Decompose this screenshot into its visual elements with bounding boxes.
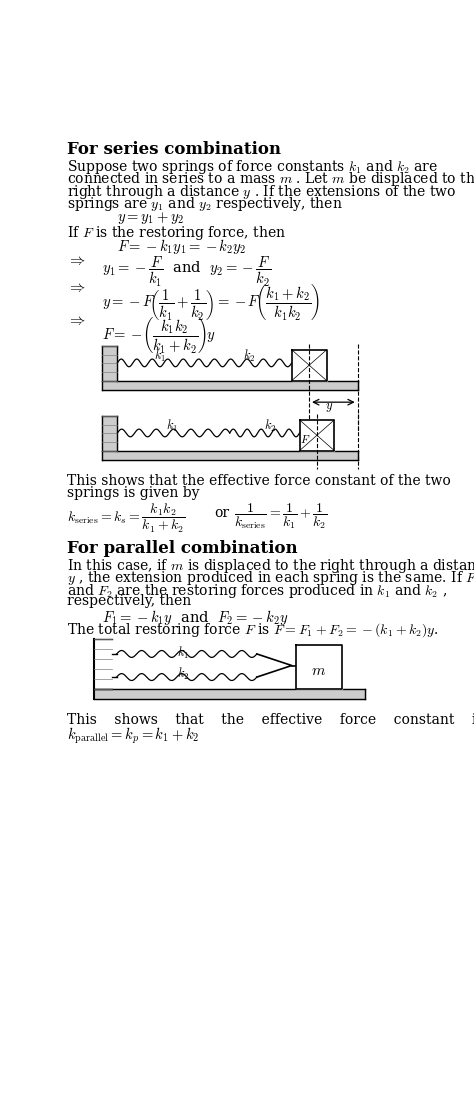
- Text: This shows that the effective force constant of the two: This shows that the effective force cons…: [67, 474, 451, 488]
- Text: For parallel combination: For parallel combination: [67, 540, 298, 557]
- Text: $\Rightarrow$: $\Rightarrow$: [67, 314, 86, 328]
- Text: $y$: $y$: [326, 401, 334, 415]
- Text: $k_2$: $k_2$: [243, 348, 255, 365]
- Text: $F = -k_1y_1 = -k_2y_2$: $F = -k_1y_1 = -k_2y_2$: [118, 237, 247, 256]
- Text: This    shows    that    the    effective    force    constant    is: This shows that the effective force cons…: [67, 713, 474, 727]
- Polygon shape: [102, 380, 357, 390]
- Text: $y_1 = -\dfrac{F}{k_1}$  and  $y_2 = -\dfrac{F}{k_2}$: $y_1 = -\dfrac{F}{k_1}$ and $y_2 = -\dfr…: [102, 255, 271, 289]
- Text: $F = -\!\left(\dfrac{k_1 k_2}{k_1+k_2}\right)\!y$: $F = -\!\left(\dfrac{k_1 k_2}{k_1+k_2}\r…: [102, 315, 215, 355]
- Polygon shape: [102, 450, 357, 460]
- Text: right through a distance $y$ . If the extensions of the two: right through a distance $y$ . If the ex…: [67, 182, 456, 201]
- Text: For series combination: For series combination: [67, 141, 281, 158]
- Text: $F$: $F$: [300, 433, 310, 445]
- Text: $k_{\mathrm{parallel}} = k_p = k_1 + k_2$: $k_{\mathrm{parallel}} = k_p = k_1 + k_2…: [67, 725, 199, 746]
- Text: Suppose two springs of force constants $k_1$ and $k_2$ are: Suppose two springs of force constants $…: [67, 158, 438, 176]
- Text: $m$: $m$: [311, 664, 327, 677]
- Text: or: or: [214, 506, 229, 520]
- Text: $k_2$: $k_2$: [264, 418, 276, 435]
- Polygon shape: [296, 645, 342, 688]
- Polygon shape: [292, 350, 327, 380]
- Text: $y$ , the extension produced in each spring is the same. If $F_1$: $y$ , the extension produced in each spr…: [67, 569, 474, 587]
- Polygon shape: [102, 416, 118, 450]
- Text: $k_2$: $k_2$: [177, 666, 190, 683]
- Text: In this case, if $m$ is displaced to the right through a distance: In this case, if $m$ is displaced to the…: [67, 557, 474, 575]
- Text: $k_1$: $k_1$: [165, 418, 178, 435]
- Text: springs are $y_1$ and $y_2$ respectively, then: springs are $y_1$ and $y_2$ respectively…: [67, 195, 343, 214]
- Text: $F_1 = -k_1 y$  and  $F_2 = -k_2 y$: $F_1 = -k_1 y$ and $F_2 = -k_2 y$: [102, 608, 288, 627]
- Text: and $F_2$ are the restoring forces produced in $k_1$ and $k_2$ ,: and $F_2$ are the restoring forces produ…: [67, 582, 447, 599]
- Polygon shape: [94, 688, 365, 699]
- Text: $\Rightarrow$: $\Rightarrow$: [67, 254, 86, 268]
- Text: $k_1$: $k_1$: [154, 348, 166, 365]
- Text: connected in series to a mass $m$ . Let $m$ be displaced to the: connected in series to a mass $m$ . Let …: [67, 170, 474, 188]
- Text: $y = -F\!\left(\dfrac{1}{k_1}+\dfrac{1}{k_2}\right) = -F\!\left(\dfrac{k_1+k_2}{: $y = -F\!\left(\dfrac{1}{k_1}+\dfrac{1}{…: [102, 282, 320, 322]
- Text: respectively, then: respectively, then: [67, 594, 191, 608]
- Text: springs is given by: springs is given by: [67, 486, 200, 500]
- Text: $k_1$: $k_1$: [177, 645, 189, 661]
- Polygon shape: [300, 420, 334, 450]
- Text: $y = y_1 + y_2$: $y = y_1 + y_2$: [118, 210, 184, 227]
- Text: The total restoring force $F$ is $F = F_1 + F_2 = -(k_1 + k_2 )y$.: The total restoring force $F$ is $F = F_…: [67, 622, 438, 639]
- Text: $\dfrac{1}{k_{\mathrm{series}}} = \dfrac{1}{k_1} + \dfrac{1}{k_2}$: $\dfrac{1}{k_{\mathrm{series}}} = \dfrac…: [234, 502, 327, 532]
- Polygon shape: [102, 346, 118, 380]
- Text: $\Rightarrow$: $\Rightarrow$: [67, 281, 86, 296]
- Text: If $F$ is the restoring force, then: If $F$ is the restoring force, then: [67, 225, 286, 242]
- Text: $k_{\mathrm{series}} = k_s = \dfrac{k_1 k_2}{k_1+k_2}$: $k_{\mathrm{series}} = k_s = \dfrac{k_1 …: [67, 502, 185, 535]
